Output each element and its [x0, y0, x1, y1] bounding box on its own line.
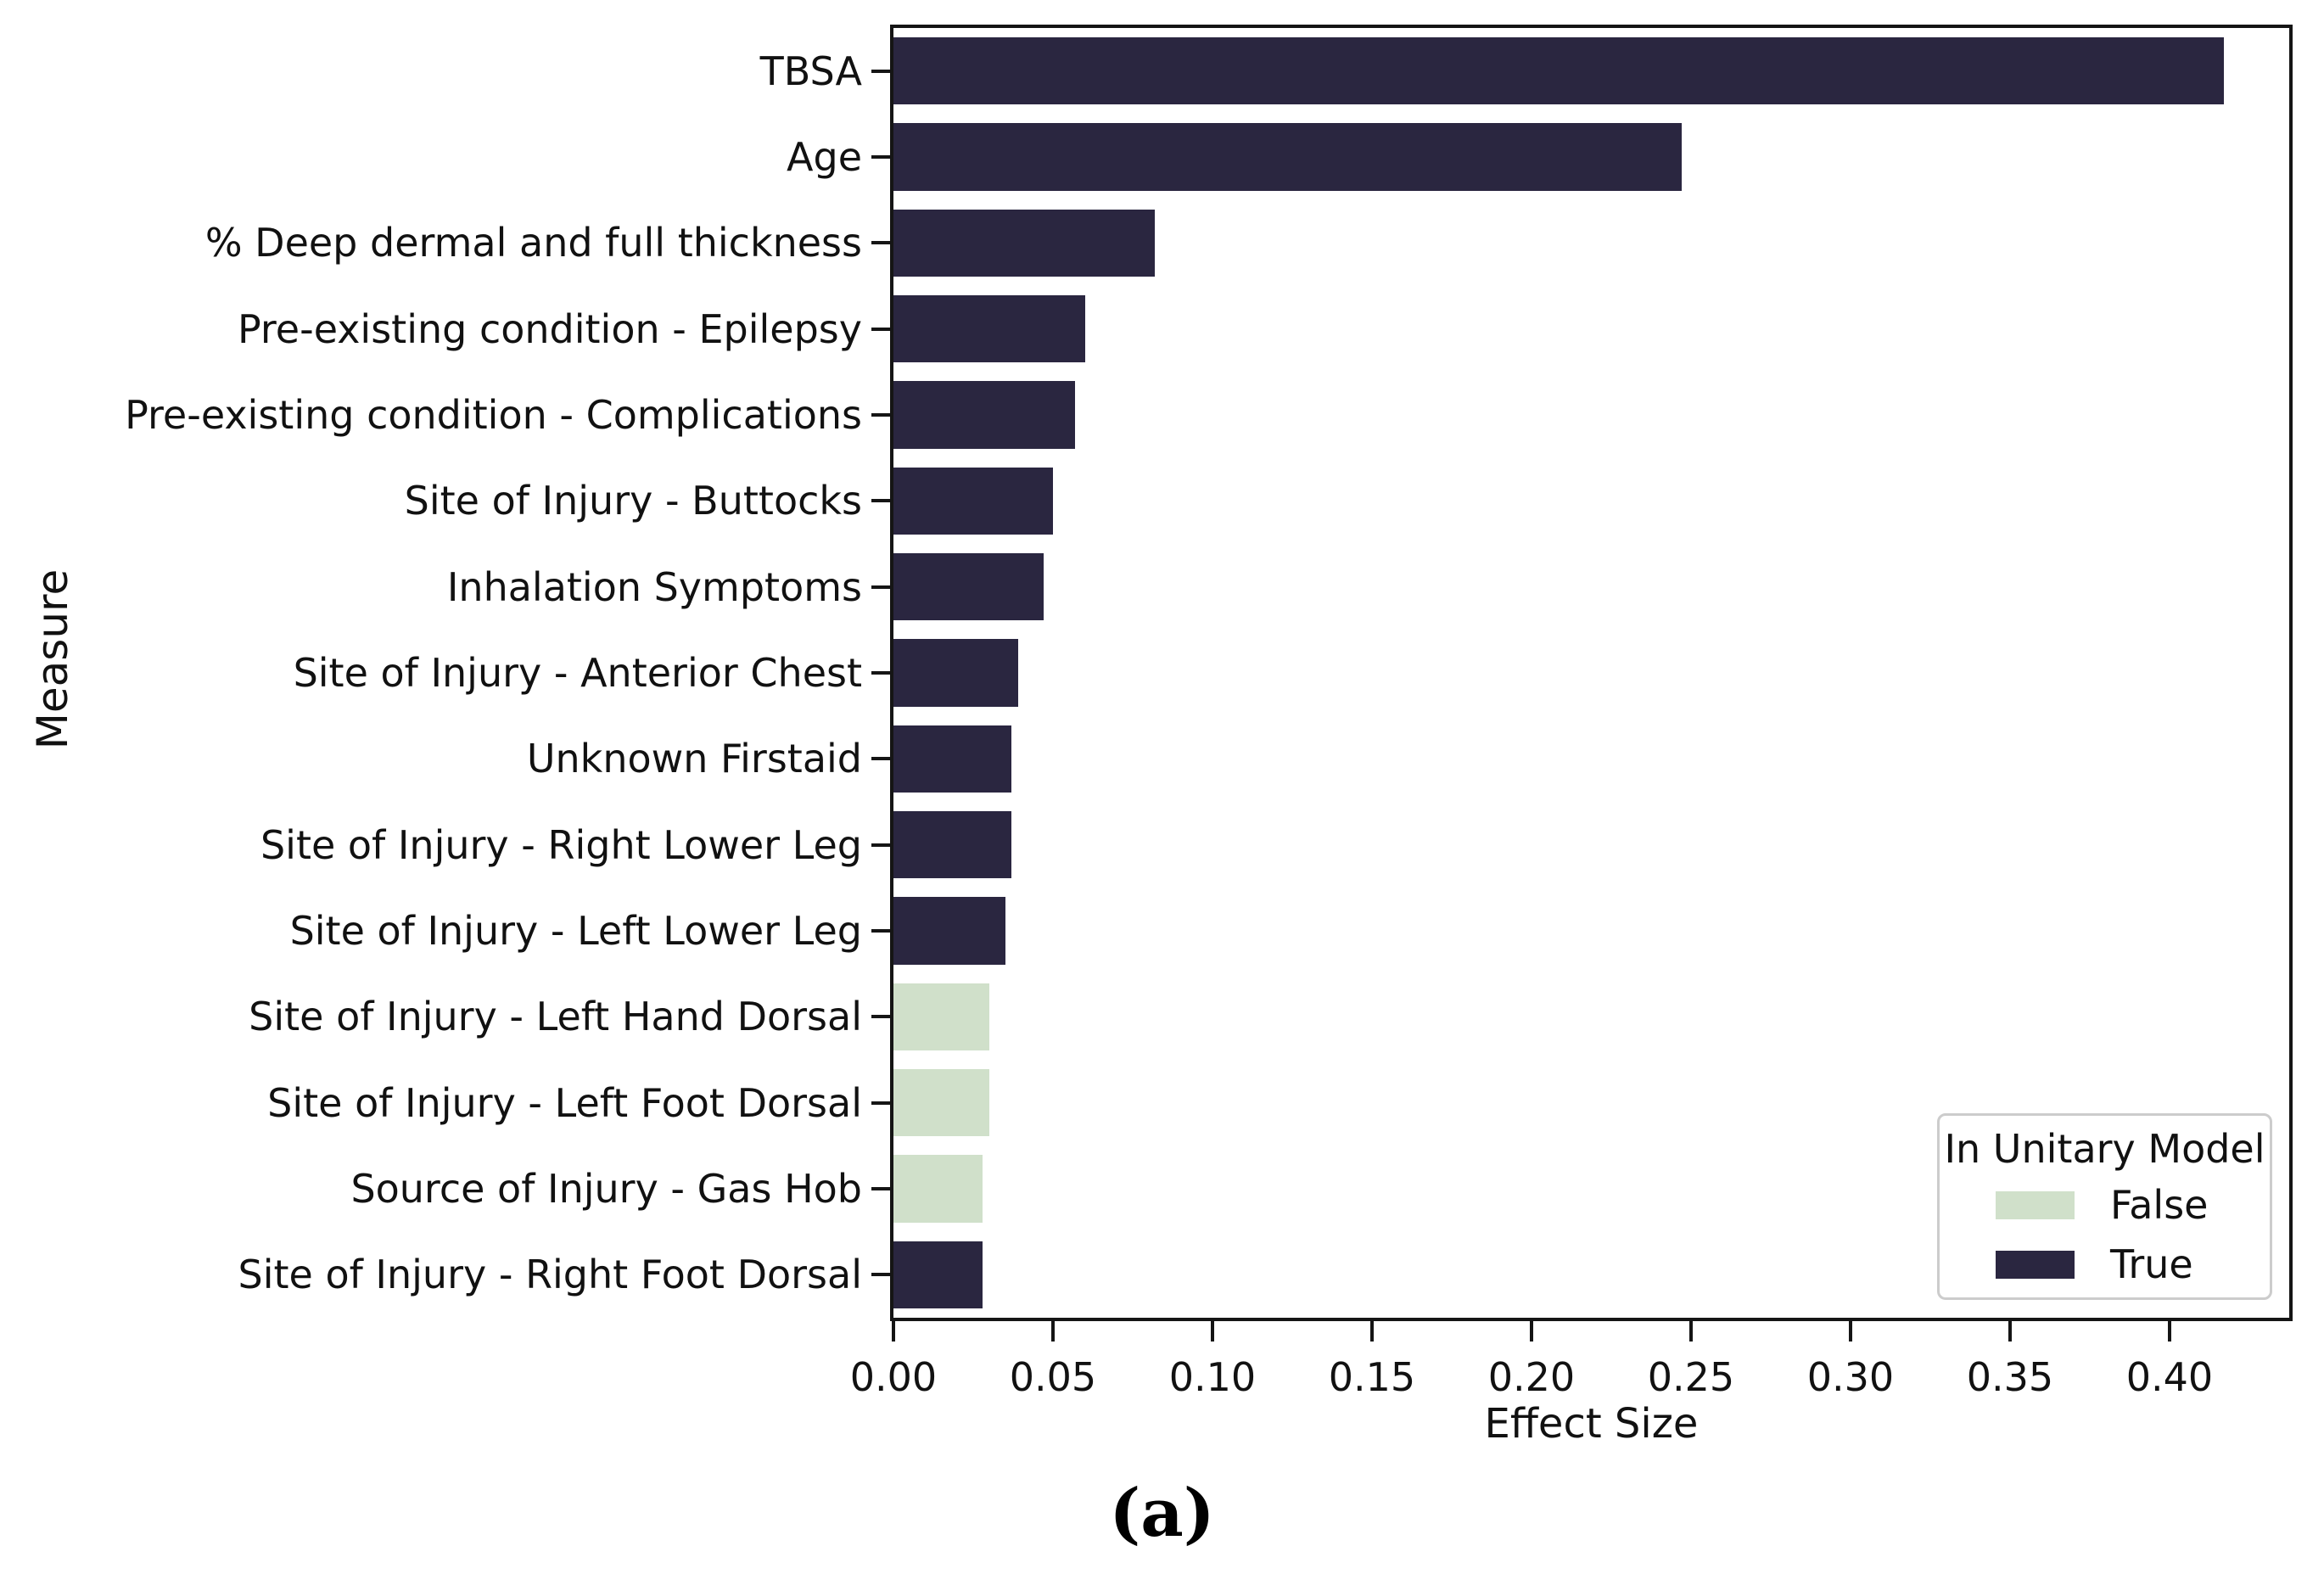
- y-tick: [871, 413, 890, 417]
- bar-in-model: [893, 209, 1156, 277]
- x-tick-label: 0.05: [1009, 1354, 1097, 1400]
- legend-swatch-false: [1996, 1190, 2075, 1219]
- y-tick: [871, 1101, 890, 1105]
- x-tick: [1689, 1321, 1693, 1342]
- y-tick-label: Site of Injury - Left Hand Dorsal: [249, 994, 862, 1040]
- x-tick: [2168, 1321, 2171, 1342]
- bar-in-model: [893, 811, 1012, 879]
- y-tick: [871, 585, 890, 589]
- y-tick-label: % Deep dermal and full thickness: [204, 220, 862, 266]
- y-tick: [871, 327, 890, 331]
- x-tick-label: 0.40: [2125, 1354, 2214, 1400]
- legend-label-false: False: [2110, 1182, 2209, 1228]
- x-tick-label: 0.00: [849, 1354, 938, 1400]
- bar-in-model: [893, 467, 1053, 535]
- y-tick-label: Age: [787, 134, 862, 180]
- legend-label-true: True: [2110, 1241, 2193, 1287]
- figure-caption: (a): [1109, 1475, 1215, 1552]
- x-tick: [1530, 1321, 1533, 1342]
- bar-in-model: [893, 639, 1018, 707]
- bar-in-model: [893, 897, 1005, 965]
- bar-in-model: [893, 381, 1076, 449]
- legend-swatch-true: [1996, 1250, 2075, 1279]
- bar-in-model: [893, 1241, 983, 1308]
- x-tick: [2008, 1321, 2012, 1342]
- y-tick-label: Pre-existing condition - Complications: [125, 392, 862, 438]
- legend: In Unitary Model False True: [1937, 1113, 2272, 1300]
- y-tick: [871, 1015, 890, 1019]
- bar-in-model: [893, 37, 2224, 105]
- plot-area: [893, 28, 2289, 1318]
- y-tick: [871, 69, 890, 73]
- bar-in-model: [893, 553, 1044, 621]
- legend-item-false: False: [1940, 1179, 2270, 1230]
- y-axis-title: Measure: [28, 569, 77, 750]
- y-tick-label: Site of Injury - Left Lower Leg: [289, 908, 862, 954]
- x-tick: [1370, 1321, 1374, 1342]
- y-tick: [871, 929, 890, 933]
- x-tick-label: 0.15: [1328, 1354, 1416, 1400]
- bar-in-model: [893, 295, 1085, 363]
- y-tick-label: Site of Injury - Buttocks: [404, 478, 862, 524]
- y-tick: [871, 757, 890, 761]
- y-tick-label: Site of Injury - Anterior Chest: [293, 650, 862, 696]
- y-tick-label: Site of Injury - Right Lower Leg: [260, 821, 862, 868]
- y-tick-label: Unknown Firstaid: [526, 736, 862, 782]
- bar-not-in-model: [893, 983, 989, 1050]
- bar-not-in-model: [893, 1155, 983, 1223]
- x-tick-label: 0.30: [1806, 1354, 1895, 1400]
- legend-title: In Unitary Model: [1944, 1126, 2265, 1172]
- y-tick-label: TBSA: [759, 48, 862, 94]
- y-tick-label: Site of Injury - Left Foot Dorsal: [267, 1079, 862, 1126]
- bar-in-model: [893, 725, 1012, 793]
- y-tick-label: Inhalation Symptoms: [446, 563, 862, 610]
- y-tick-label: Pre-existing condition - Epilepsy: [237, 305, 862, 352]
- y-tick: [871, 155, 890, 159]
- y-tick: [871, 1273, 890, 1277]
- bar-not-in-model: [893, 1069, 989, 1137]
- y-tick: [871, 1187, 890, 1190]
- y-tick: [871, 843, 890, 847]
- legend-item-true: True: [1940, 1239, 2270, 1290]
- x-tick-label: 0.25: [1647, 1354, 1735, 1400]
- x-tick: [1051, 1321, 1055, 1342]
- y-tick: [871, 499, 890, 503]
- y-tick-label: Site of Injury - Right Foot Dorsal: [238, 1252, 862, 1298]
- x-tick: [1849, 1321, 1852, 1342]
- y-tick: [871, 241, 890, 245]
- y-tick: [871, 671, 890, 675]
- x-tick-label: 0.20: [1487, 1354, 1576, 1400]
- x-axis-title: Effect Size: [1484, 1400, 1699, 1448]
- x-tick-label: 0.10: [1168, 1354, 1257, 1400]
- x-tick-label: 0.35: [1966, 1354, 2054, 1400]
- x-tick: [1211, 1321, 1214, 1342]
- bar-in-model: [893, 123, 1682, 191]
- y-tick-label: Source of Injury - Gas Hob: [350, 1166, 862, 1212]
- x-tick: [892, 1321, 895, 1342]
